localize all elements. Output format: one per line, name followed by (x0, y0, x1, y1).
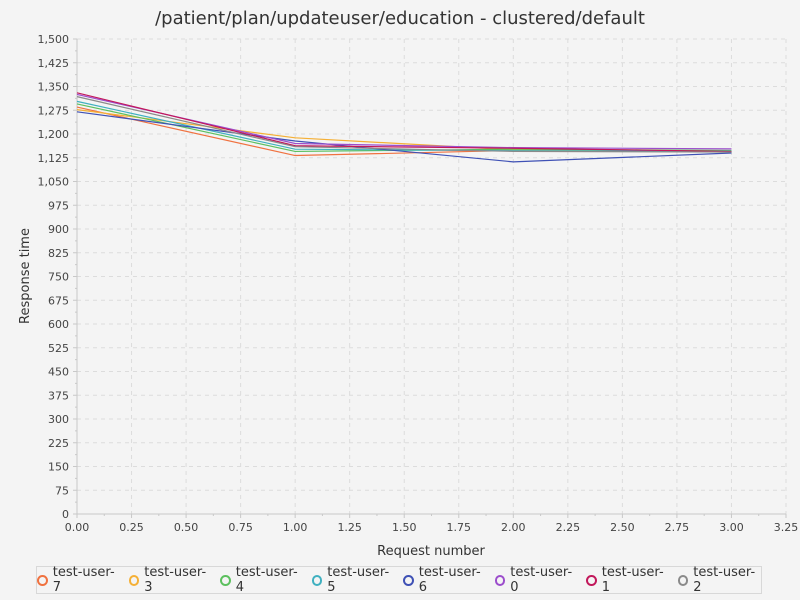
legend-label: test-user-3 (144, 565, 207, 595)
x-tick-label: 2.50 (610, 521, 635, 534)
legend: test-user-7 test-user-3 test-user-4 test-us… (36, 565, 762, 595)
x-axis-label: Request number (377, 544, 485, 559)
y-tick-label: 1,350 (38, 81, 70, 94)
y-tick-label: 975 (48, 199, 69, 212)
y-tick-label: 0 (62, 508, 69, 521)
legend-circle-icon (311, 574, 323, 586)
y-tick-label: 225 (48, 437, 69, 450)
x-tick-label: 2.00 (501, 521, 526, 534)
grid (76, 38, 787, 515)
series-line-test-user-1 (76, 92, 732, 153)
x-tick-label: 0.75 (228, 521, 253, 534)
y-tick-label: 1,275 (38, 104, 70, 117)
y-tick-label: 375 (48, 389, 69, 402)
y-tick-label: 1,500 (38, 33, 70, 46)
legend-item-test-user-5[interactable]: test-user-5 (311, 565, 396, 595)
series-line-test-user-2 (76, 96, 732, 153)
x-tick-label: 2.25 (556, 521, 581, 534)
legend-label: test-user-6 (418, 565, 481, 595)
legend-label: test-user-2 (693, 565, 756, 595)
x-tick-label: 0.50 (174, 521, 199, 534)
legend-item-test-user-0[interactable]: test-user-0 (494, 565, 579, 595)
legend-item-test-user-7[interactable]: test-user-7 (37, 565, 121, 595)
legend-circle-icon (128, 574, 140, 586)
legend-circle-icon (586, 574, 597, 586)
legend-item-test-user-3[interactable]: test-user-3 (128, 565, 213, 595)
y-tick-label: 450 (48, 366, 69, 379)
legend-circle-icon (37, 574, 48, 586)
legend-label: test-user-5 (327, 565, 390, 595)
axes: 0 75 150 225 300 375 450 525 600 675 750 825 900 975 1… (38, 33, 799, 534)
x-tick-label: 1.00 (283, 521, 308, 534)
x-tick-label: 3.25 (774, 521, 799, 534)
y-tick-label: 1,050 (38, 176, 70, 189)
legend-label: test-user-0 (510, 565, 573, 595)
legend-circle-icon (403, 574, 414, 586)
series-line-test-user-5 (76, 100, 732, 152)
y-tick-label: 75 (55, 484, 69, 497)
x-tick-label: 3.00 (719, 521, 744, 534)
x-tick-label: 1.25 (337, 521, 362, 534)
x-tick-label: 0.00 (65, 521, 90, 534)
legend-item-test-user-1[interactable]: test-user-1 (586, 565, 670, 595)
y-tick-label: 675 (48, 294, 69, 307)
legend-circle-icon (494, 574, 506, 586)
x-tick-label: 1.75 (447, 521, 472, 534)
y-tick-label: 1,125 (38, 152, 70, 165)
x-tick-label: 0.25 (119, 521, 144, 534)
legend-item-test-user-4[interactable]: test-user-4 (220, 565, 304, 595)
y-tick-label: 750 (48, 271, 69, 284)
y-tick-label: 1,200 (38, 128, 70, 141)
x-tick-label: 1.50 (392, 521, 417, 534)
legend-item-test-user-6[interactable]: test-user-6 (403, 565, 487, 595)
chart-title: /patient/plan/updateuser/education - clu… (155, 8, 645, 29)
y-tick-label: 300 (48, 413, 69, 426)
legend-circle-icon (677, 574, 689, 586)
y-axis-label: Response time (18, 228, 33, 324)
legend-label: test-user-4 (235, 565, 298, 595)
legend-item-test-user-2[interactable]: test-user-2 (677, 565, 762, 595)
line-chart: /patient/plan/updateuser/education - clu… (18, 8, 799, 559)
y-tick-label: 600 (48, 318, 69, 331)
y-tick-label: 150 (48, 461, 69, 474)
series-line-test-user-6 (76, 111, 732, 163)
legend-circle-icon (220, 574, 231, 586)
y-tick-label: 900 (48, 223, 69, 236)
legend-label: test-user-1 (601, 565, 664, 595)
y-tick-label: 825 (48, 247, 69, 260)
legend-label: test-user-7 (52, 565, 115, 595)
y-tick-label: 1,425 (38, 57, 70, 70)
series-lines (76, 92, 732, 163)
x-tick-label: 2.75 (665, 521, 690, 534)
y-tick-label: 525 (48, 342, 69, 355)
